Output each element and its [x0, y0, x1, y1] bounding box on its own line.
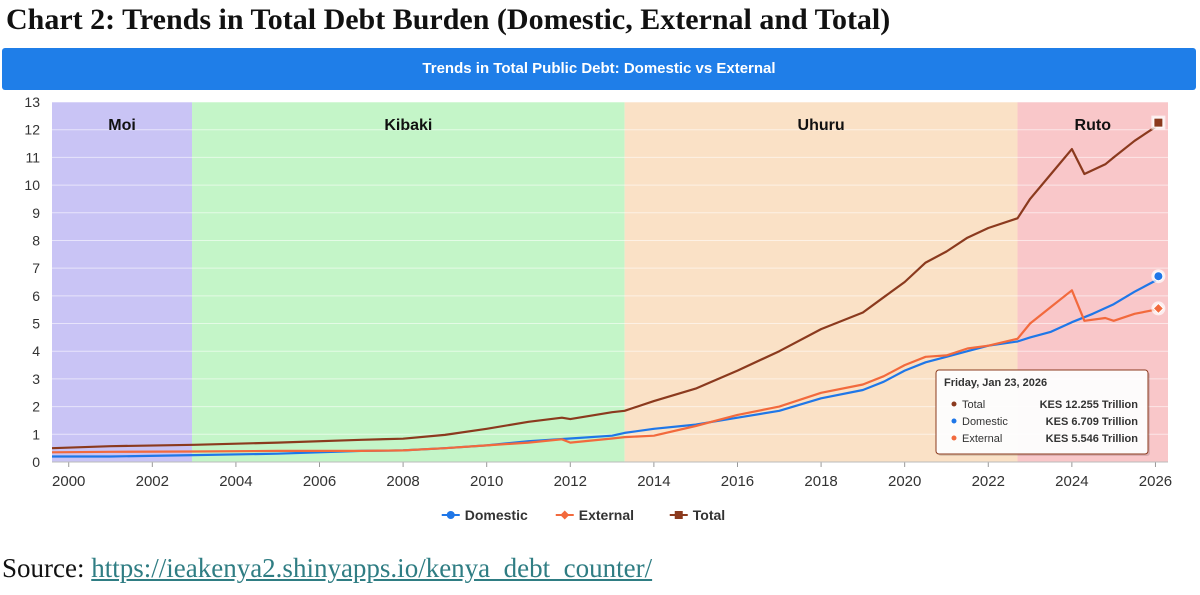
y-tick-label: 9: [32, 205, 40, 221]
x-tick-label: 2024: [1055, 473, 1088, 490]
tooltip-bullet: [951, 401, 957, 407]
tooltip-series-value: KES 12.255 Trillion: [1040, 399, 1139, 411]
y-tick-label: 6: [32, 288, 40, 304]
y-tick-label: 7: [32, 260, 40, 276]
legend-label: External: [579, 507, 634, 523]
legend-label: Total: [693, 507, 725, 523]
y-tick-label: 11: [25, 149, 40, 165]
y-tick-label: 5: [32, 316, 40, 332]
series-end-marker-domestic: [1153, 271, 1164, 282]
tooltip-date: Friday, Jan 23, 2026: [944, 377, 1047, 389]
tooltip-series-name: External: [962, 433, 1002, 445]
era-label-moi: Moi: [108, 117, 136, 134]
tooltip-series-name: Total: [962, 399, 985, 411]
legend-label: Domestic: [465, 507, 528, 523]
series-line-external: [51, 289, 1159, 454]
legend-item-domestic[interactable]: Domestic: [441, 507, 528, 523]
y-tick-label: 4: [32, 343, 40, 359]
series-end-marker-external: [1152, 302, 1165, 315]
tooltip-bullet: [951, 435, 957, 441]
legend-marker: [674, 511, 683, 519]
tooltip: Friday, Jan 23, 2026 Total KES 12.255 Tril…: [935, 369, 1150, 456]
chart-title-banner: Trends in Total Public Debt: Domestic vs…: [2, 48, 1196, 90]
tooltip-series-value: KES 5.546 Trillion: [1046, 433, 1139, 445]
y-tick-label: 10: [24, 177, 40, 193]
series-end-marker-total: [1153, 117, 1164, 128]
legend-marker: [446, 511, 455, 519]
x-tick-label: 2022: [972, 473, 1005, 490]
legend-item-total[interactable]: Total: [669, 507, 725, 523]
y-tick-label: 1: [32, 426, 40, 442]
x-tick-label: 2020: [888, 473, 921, 490]
era-label-kibaki: Kibaki: [384, 117, 432, 134]
x-tick-label: 2012: [554, 473, 587, 490]
legend-marker: [560, 510, 570, 520]
source-prefix: Source:: [2, 553, 92, 583]
source-line: Source: https://ieakenya2.shinyapps.io/k…: [2, 548, 1192, 588]
series-line-total: [51, 121, 1160, 450]
tooltip-box: [935, 369, 1149, 455]
x-tick-label: 2010: [470, 473, 503, 490]
x-tick-label: 2006: [303, 473, 336, 490]
y-tick-label: 8: [32, 232, 40, 248]
document-title: Chart 2: Trends in Total Debt Burden (Do…: [6, 3, 891, 36]
y-tick-label: 12: [24, 122, 40, 138]
legend-item-external[interactable]: External: [555, 507, 634, 523]
y-tick-label: 2: [32, 399, 40, 415]
era-band-moi: [52, 102, 193, 462]
tooltip-series-value: KES 6.709 Trillion: [1046, 416, 1139, 428]
x-tick-label: 2018: [804, 473, 837, 490]
era-band-kibaki: [192, 102, 625, 462]
chart-container: 0 1 2 3 4 5 6 7 8 9 10 11 12 13 2000 2002 2004 2006 2008 20…: [0, 46, 1200, 546]
x-tick-label: 2016: [721, 473, 754, 490]
source-link[interactable]: https://ieakenya2.shinyapps.io/kenya_deb…: [91, 553, 653, 583]
era-label-ruto: Ruto: [1075, 117, 1112, 134]
x-tick-label: 2026: [1139, 473, 1172, 490]
era-label-uhuru: Uhuru: [798, 117, 845, 134]
x-tick-label: 2002: [136, 473, 169, 490]
x-tick-label: 2004: [219, 473, 252, 490]
tooltip-series-name: Domestic: [962, 416, 1008, 428]
y-tick-label: 0: [32, 454, 40, 470]
x-tick-label: 2000: [52, 473, 85, 490]
tooltip-bullet: [951, 418, 957, 424]
x-tick-label: 2014: [637, 473, 670, 490]
y-tick-label: 3: [32, 371, 40, 387]
x-tick-label: 2008: [386, 473, 419, 490]
y-tick-label: 13: [24, 94, 40, 110]
